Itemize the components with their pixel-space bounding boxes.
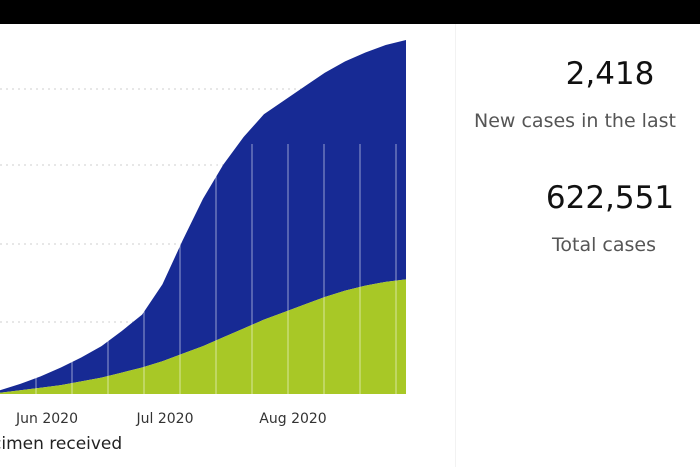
series-lower-area	[0, 279, 406, 394]
card-divider	[455, 24, 456, 467]
new-cases-label: New cases in the last	[474, 110, 676, 132]
new-cases-value: 2,418	[565, 56, 655, 92]
x-tick-label: Jul 2020	[136, 411, 194, 427]
chart-canvas: Jun 2020 Jul 2020 Aug 2020	[0, 39, 406, 427]
total-cases-label: Total cases	[552, 234, 656, 256]
total-cases-value: 622,551	[545, 180, 675, 216]
cumulative-cases-chart: Jun 2020 Jul 2020 Aug 2020 cimen received	[0, 24, 455, 467]
x-tick-label: Jun 2020	[15, 411, 78, 427]
series-upper-area	[0, 39, 406, 393]
x-tick-label: Aug 2020	[259, 411, 326, 427]
x-axis-label: cimen received	[0, 434, 123, 454]
top-bar	[0, 0, 700, 24]
